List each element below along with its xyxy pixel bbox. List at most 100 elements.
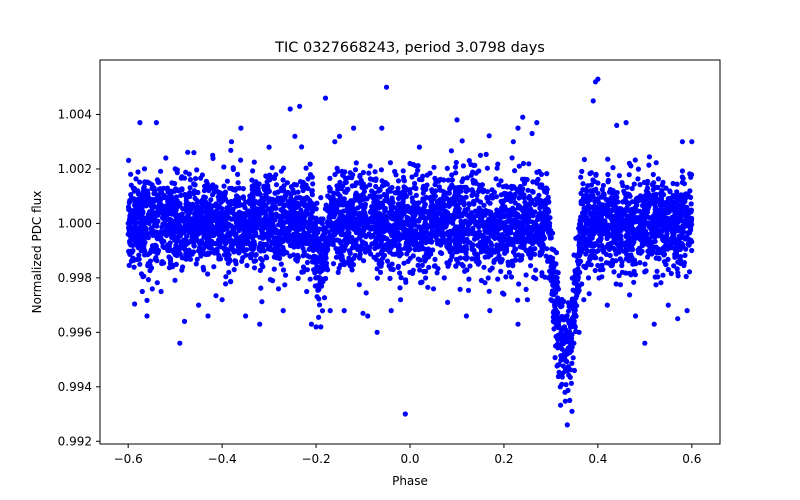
data-point xyxy=(683,194,690,200)
data-point xyxy=(672,210,678,216)
data-point xyxy=(528,255,534,261)
data-point xyxy=(458,218,464,224)
data-point xyxy=(688,172,695,178)
data-point xyxy=(187,193,193,200)
data-point xyxy=(534,222,540,228)
data-point xyxy=(559,313,565,320)
data-point xyxy=(133,176,139,182)
data-point xyxy=(646,248,652,254)
data-point xyxy=(173,199,179,206)
data-point xyxy=(297,221,303,228)
data-point xyxy=(593,171,599,177)
data-point xyxy=(266,237,272,243)
data-point xyxy=(622,247,629,253)
data-point xyxy=(635,176,641,182)
data-point xyxy=(322,243,328,249)
data-point xyxy=(412,180,418,187)
data-point xyxy=(125,204,132,210)
data-point xyxy=(446,199,452,205)
data-point xyxy=(592,267,598,274)
data-point xyxy=(677,254,684,260)
data-point xyxy=(218,239,225,245)
data-point xyxy=(249,228,255,234)
data-point xyxy=(495,161,501,167)
data-point xyxy=(211,250,218,256)
data-point xyxy=(407,216,413,222)
data-point xyxy=(254,184,260,190)
data-point xyxy=(665,256,671,262)
data-point xyxy=(522,179,528,185)
data-point xyxy=(347,248,353,254)
data-point xyxy=(330,242,336,248)
data-point xyxy=(253,222,259,229)
data-point xyxy=(684,235,690,241)
data-point xyxy=(593,205,600,212)
data-point xyxy=(371,199,377,205)
data-point xyxy=(334,224,340,230)
data-point xyxy=(654,184,660,190)
data-point xyxy=(282,272,289,278)
data-point xyxy=(637,182,643,188)
data-point xyxy=(516,281,522,287)
data-point xyxy=(316,302,323,308)
data-point xyxy=(273,227,279,233)
data-point xyxy=(508,184,514,190)
data-point xyxy=(603,226,609,232)
data-point xyxy=(434,214,440,220)
data-point xyxy=(555,322,561,328)
data-point xyxy=(558,329,564,335)
data-point xyxy=(135,169,141,175)
data-point xyxy=(353,160,359,166)
data-point xyxy=(631,268,637,274)
data-point xyxy=(129,256,136,262)
data-point xyxy=(521,243,527,249)
data-point xyxy=(459,230,465,236)
data-point xyxy=(567,324,574,330)
data-point xyxy=(444,210,451,216)
data-point xyxy=(653,250,660,256)
data-point xyxy=(384,181,390,187)
data-point xyxy=(463,250,469,256)
data-point xyxy=(383,236,389,242)
data-point xyxy=(300,245,306,251)
data-point xyxy=(344,206,350,212)
data-point xyxy=(585,260,591,266)
data-point xyxy=(374,275,380,281)
data-point xyxy=(545,258,551,264)
data-point xyxy=(653,160,659,166)
data-point xyxy=(345,259,351,266)
data-point xyxy=(466,276,472,282)
data-point xyxy=(512,224,518,231)
data-point xyxy=(324,235,330,241)
data-point xyxy=(263,173,269,179)
data-point xyxy=(644,180,650,187)
data-point xyxy=(670,180,676,187)
data-point xyxy=(357,254,363,261)
data-point xyxy=(658,228,664,234)
data-point xyxy=(340,172,346,178)
data-point xyxy=(191,239,197,245)
data-point xyxy=(465,287,472,293)
data-point xyxy=(634,196,640,202)
data-point xyxy=(187,256,194,262)
data-point xyxy=(167,240,173,246)
data-point xyxy=(187,190,193,196)
data-point xyxy=(651,244,657,250)
data-point xyxy=(628,163,634,169)
data-point xyxy=(601,194,607,200)
data-point xyxy=(489,265,495,271)
data-point xyxy=(374,266,380,272)
data-point xyxy=(431,164,437,170)
data-point xyxy=(190,228,196,234)
data-point xyxy=(675,270,681,276)
data-point xyxy=(488,240,494,246)
data-point xyxy=(598,256,604,262)
data-point xyxy=(376,226,382,232)
data-point xyxy=(141,273,147,279)
data-point xyxy=(630,241,636,247)
data-point xyxy=(375,205,381,211)
data-point xyxy=(257,244,263,250)
data-point xyxy=(410,253,416,259)
data-point xyxy=(423,275,429,281)
data-point xyxy=(520,160,527,167)
